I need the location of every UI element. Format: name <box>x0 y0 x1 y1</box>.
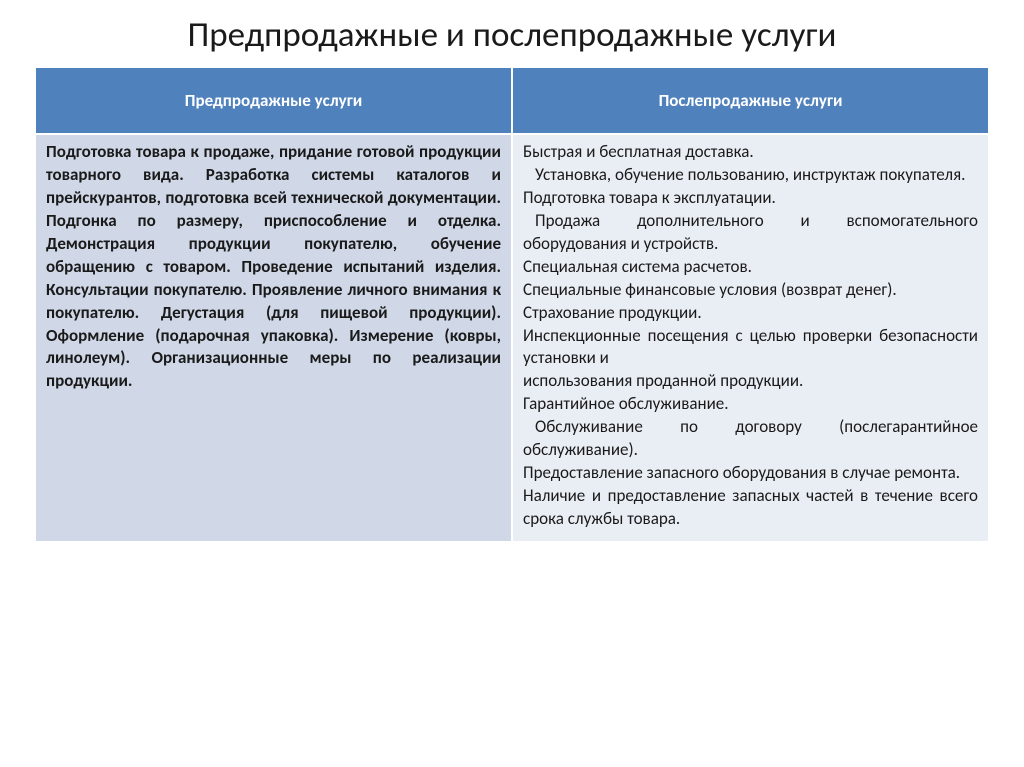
postsale-line: Обслуживание по договору (послегарантийн… <box>523 416 978 462</box>
postsale-line: Инспекционные посещения с целью проверки… <box>523 325 978 371</box>
cell-presale: Подготовка товара к продаже, придание го… <box>35 134 512 542</box>
postsale-line: Предоставление запасного оборудования в … <box>523 462 978 485</box>
postsale-line: Наличие и предоставление запасных частей… <box>523 485 978 531</box>
postsale-line: Установка, обучение пользованию, инструк… <box>523 164 978 187</box>
slide: Предпродажные и послепродажные услуги Пр… <box>0 0 1024 767</box>
header-postsale: Послепродажные услуги <box>512 67 989 134</box>
postsale-line: использования проданной продукции. <box>523 370 978 393</box>
cell-postsale: Быстрая и бесплатная доставка.Установка,… <box>512 134 989 542</box>
postsale-line: Продажа дополнительного и вспомогательно… <box>523 210 978 256</box>
postsale-line: Быстрая и бесплатная доставка. <box>523 141 978 164</box>
header-presale: Предпродажные услуги <box>35 67 512 134</box>
postsale-line: Подготовка товара к эксплуатации. <box>523 187 978 210</box>
postsale-line: Специальные финансовые условия (возврат … <box>523 279 978 302</box>
slide-title: Предпродажные и послепродажные услуги <box>34 14 990 56</box>
services-table: Предпродажные услуги Послепродажные услу… <box>34 66 990 543</box>
postsale-line: Страхование продукции. <box>523 302 978 325</box>
postsale-line: Специальная система расчетов. <box>523 256 978 279</box>
postsale-line: Гарантийное обслуживание. <box>523 393 978 416</box>
